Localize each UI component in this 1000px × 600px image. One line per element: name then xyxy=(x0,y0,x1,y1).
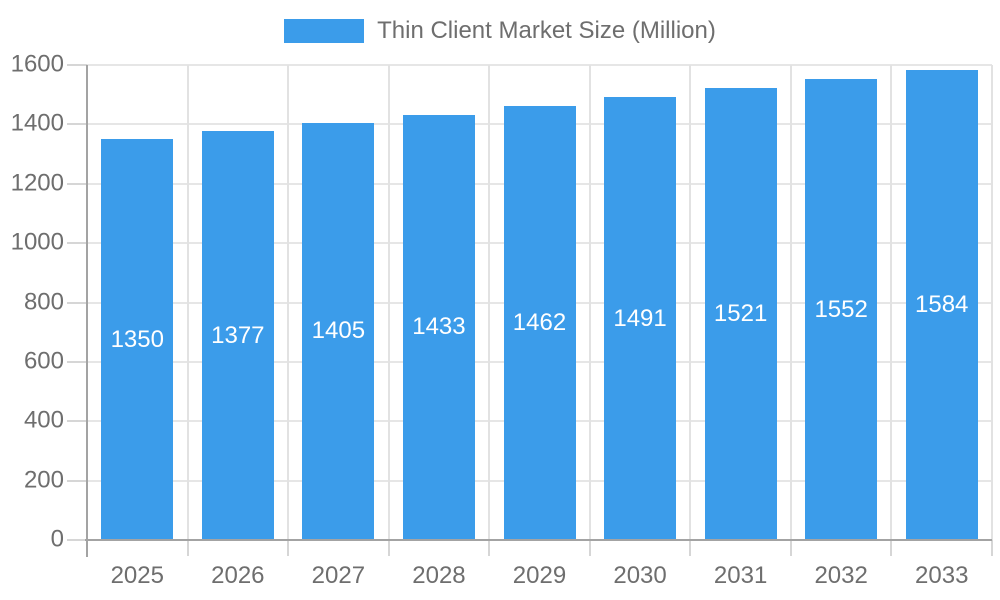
y-axis-tick xyxy=(67,539,87,541)
bar-value-label: 1521 xyxy=(713,300,768,328)
x-axis-tick xyxy=(488,540,491,556)
bar-value-label: 1552 xyxy=(814,295,868,323)
x-axis-label: 2027 xyxy=(311,562,366,589)
x-gridline xyxy=(890,65,893,540)
x-axis-label: 2030 xyxy=(613,562,667,589)
x-gridline xyxy=(689,65,692,540)
x-axis-tick xyxy=(387,540,390,556)
bar-2030[interactable]: 1491 xyxy=(604,97,677,540)
x-axis-tick xyxy=(689,540,692,556)
bar-value-label: 1584 xyxy=(915,290,969,318)
y-axis-label: 400 xyxy=(23,406,64,434)
x-axis-label: 2031 xyxy=(713,562,768,589)
bar-2027[interactable]: 1405 xyxy=(302,122,375,540)
x-gridline xyxy=(387,65,390,540)
y-axis-tick xyxy=(67,479,87,482)
x-axis-label: 2026 xyxy=(211,562,265,589)
y-axis-label: 1400 xyxy=(10,109,64,137)
y-axis-tick xyxy=(67,182,87,185)
bar-2025[interactable]: 1350 xyxy=(101,139,174,540)
bar-2029[interactable]: 1462 xyxy=(503,105,576,540)
y-axis-line xyxy=(86,65,88,557)
x-axis-tick xyxy=(789,540,792,556)
y-axis-tick xyxy=(67,301,87,304)
bar-value-label: 1405 xyxy=(311,317,366,345)
bar-value-label: 1377 xyxy=(211,321,265,349)
bar-value-label: 1350 xyxy=(110,325,164,353)
x-gridline xyxy=(789,65,792,540)
bar-2028[interactable]: 1433 xyxy=(402,114,475,540)
bar-2026[interactable]: 1377 xyxy=(201,131,274,540)
x-gridline xyxy=(186,65,189,540)
x-axis-label: 2029 xyxy=(512,562,567,589)
x-gridline xyxy=(287,65,290,540)
x-axis-tick xyxy=(186,540,189,556)
y-axis-tick xyxy=(67,242,87,245)
y-axis-tick xyxy=(67,360,87,363)
bar-value-label: 1433 xyxy=(412,313,466,341)
y-axis-tick xyxy=(67,123,87,126)
x-axis-label: 2028 xyxy=(412,562,466,589)
x-axis-line xyxy=(85,539,992,541)
y-axis-label: 1200 xyxy=(10,169,64,197)
x-gridline xyxy=(488,65,491,540)
y-axis-label: 1600 xyxy=(10,50,64,78)
y-axis-label: 1000 xyxy=(10,228,64,256)
x-gridline xyxy=(588,65,591,540)
bar-value-label: 1462 xyxy=(512,308,567,336)
x-axis-tick xyxy=(890,540,893,556)
x-axis-label: 2025 xyxy=(110,562,164,589)
x-axis-tick xyxy=(991,540,993,556)
y-axis-label: 200 xyxy=(23,466,64,494)
x-axis-tick xyxy=(287,540,290,556)
y-gridline xyxy=(87,64,992,66)
y-axis-label: 0 xyxy=(50,525,64,553)
y-axis-tick xyxy=(67,64,87,66)
bar-2031[interactable]: 1521 xyxy=(704,88,777,540)
y-axis-label: 800 xyxy=(23,287,64,315)
bar-value-label: 1491 xyxy=(613,304,667,332)
x-axis-label: 2032 xyxy=(814,562,868,589)
legend[interactable]: Thin Client Market Size (Million) xyxy=(0,17,1000,45)
y-axis-label: 600 xyxy=(23,347,64,375)
x-axis-tick xyxy=(588,540,591,556)
x-axis-label: 2033 xyxy=(915,562,969,589)
x-gridline xyxy=(991,65,993,540)
bar-2033[interactable]: 1584 xyxy=(905,69,978,540)
bar-2032[interactable]: 1552 xyxy=(805,79,878,540)
legend-label: Thin Client Market Size (Million) xyxy=(377,17,716,44)
y-axis-tick xyxy=(67,420,87,423)
legend-swatch xyxy=(284,19,365,43)
